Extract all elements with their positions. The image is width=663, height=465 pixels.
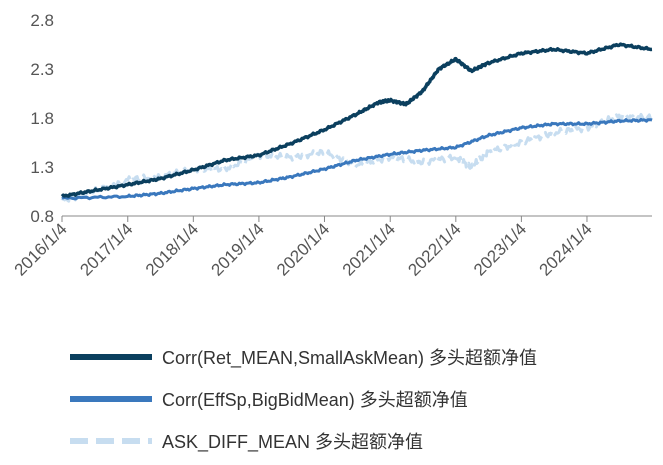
legend-item-2: Corr(EffSp,BigBidMean) 多头超额净值 bbox=[70, 378, 537, 420]
y-tick-label: 1.3 bbox=[30, 158, 54, 177]
series-line-2 bbox=[61, 117, 653, 201]
legend-label-3: ASK_DIFF_MEAN 多头超额净值 bbox=[162, 432, 424, 452]
series-layer bbox=[60, 42, 654, 203]
x-tick-label: 2019/1/4 bbox=[207, 219, 267, 279]
x-axis: 2016/1/4 2017/1/4 2018/1/4 2019/1/4 2020/1/4… bbox=[11, 215, 652, 280]
y-tick-label: 0.8 bbox=[30, 207, 54, 226]
x-tick-label: 2017/1/4 bbox=[76, 219, 136, 279]
legend-swatch-2 bbox=[70, 396, 152, 402]
x-tick-label: 2016/1/4 bbox=[11, 219, 71, 279]
legend-swatch-3 bbox=[70, 438, 152, 444]
legend: Corr(Ret_MEAN,SmallAskMean) 多头超额净值 Corr(… bbox=[70, 336, 537, 462]
legend-swatch-1 bbox=[70, 354, 152, 360]
y-tick-label: 1.8 bbox=[30, 109, 54, 128]
x-tick-label: 2022/1/4 bbox=[404, 219, 464, 279]
y-tick-label: 2.3 bbox=[30, 60, 54, 79]
legend-item-1: Corr(Ret_MEAN,SmallAskMean) 多头超额净值 bbox=[70, 336, 537, 378]
x-tick-label: 2024/1/4 bbox=[536, 219, 596, 279]
y-tick-label: 2.8 bbox=[30, 11, 54, 30]
series-line-1 bbox=[60, 42, 653, 198]
x-tick-label: 2021/1/4 bbox=[339, 219, 399, 279]
series-line-3 bbox=[60, 112, 654, 203]
x-tick-label: 2023/1/4 bbox=[470, 219, 530, 279]
legend-label-1: Corr(Ret_MEAN,SmallAskMean) 多头超额净值 bbox=[162, 348, 538, 368]
line-chart: 0.8 1.3 1.8 2.3 2.8 2016/1/4 2017/1/4 2018/1/4… bbox=[11, 11, 654, 280]
x-tick-label: 2018/1/4 bbox=[142, 219, 202, 279]
legend-item-3: ASK_DIFF_MEAN 多头超额净值 bbox=[70, 420, 537, 462]
legend-label-2: Corr(EffSp,BigBidMean) 多头超额净值 bbox=[162, 390, 468, 410]
x-tick-label: 2020/1/4 bbox=[273, 219, 333, 279]
y-axis: 0.8 1.3 1.8 2.3 2.8 bbox=[30, 11, 54, 226]
